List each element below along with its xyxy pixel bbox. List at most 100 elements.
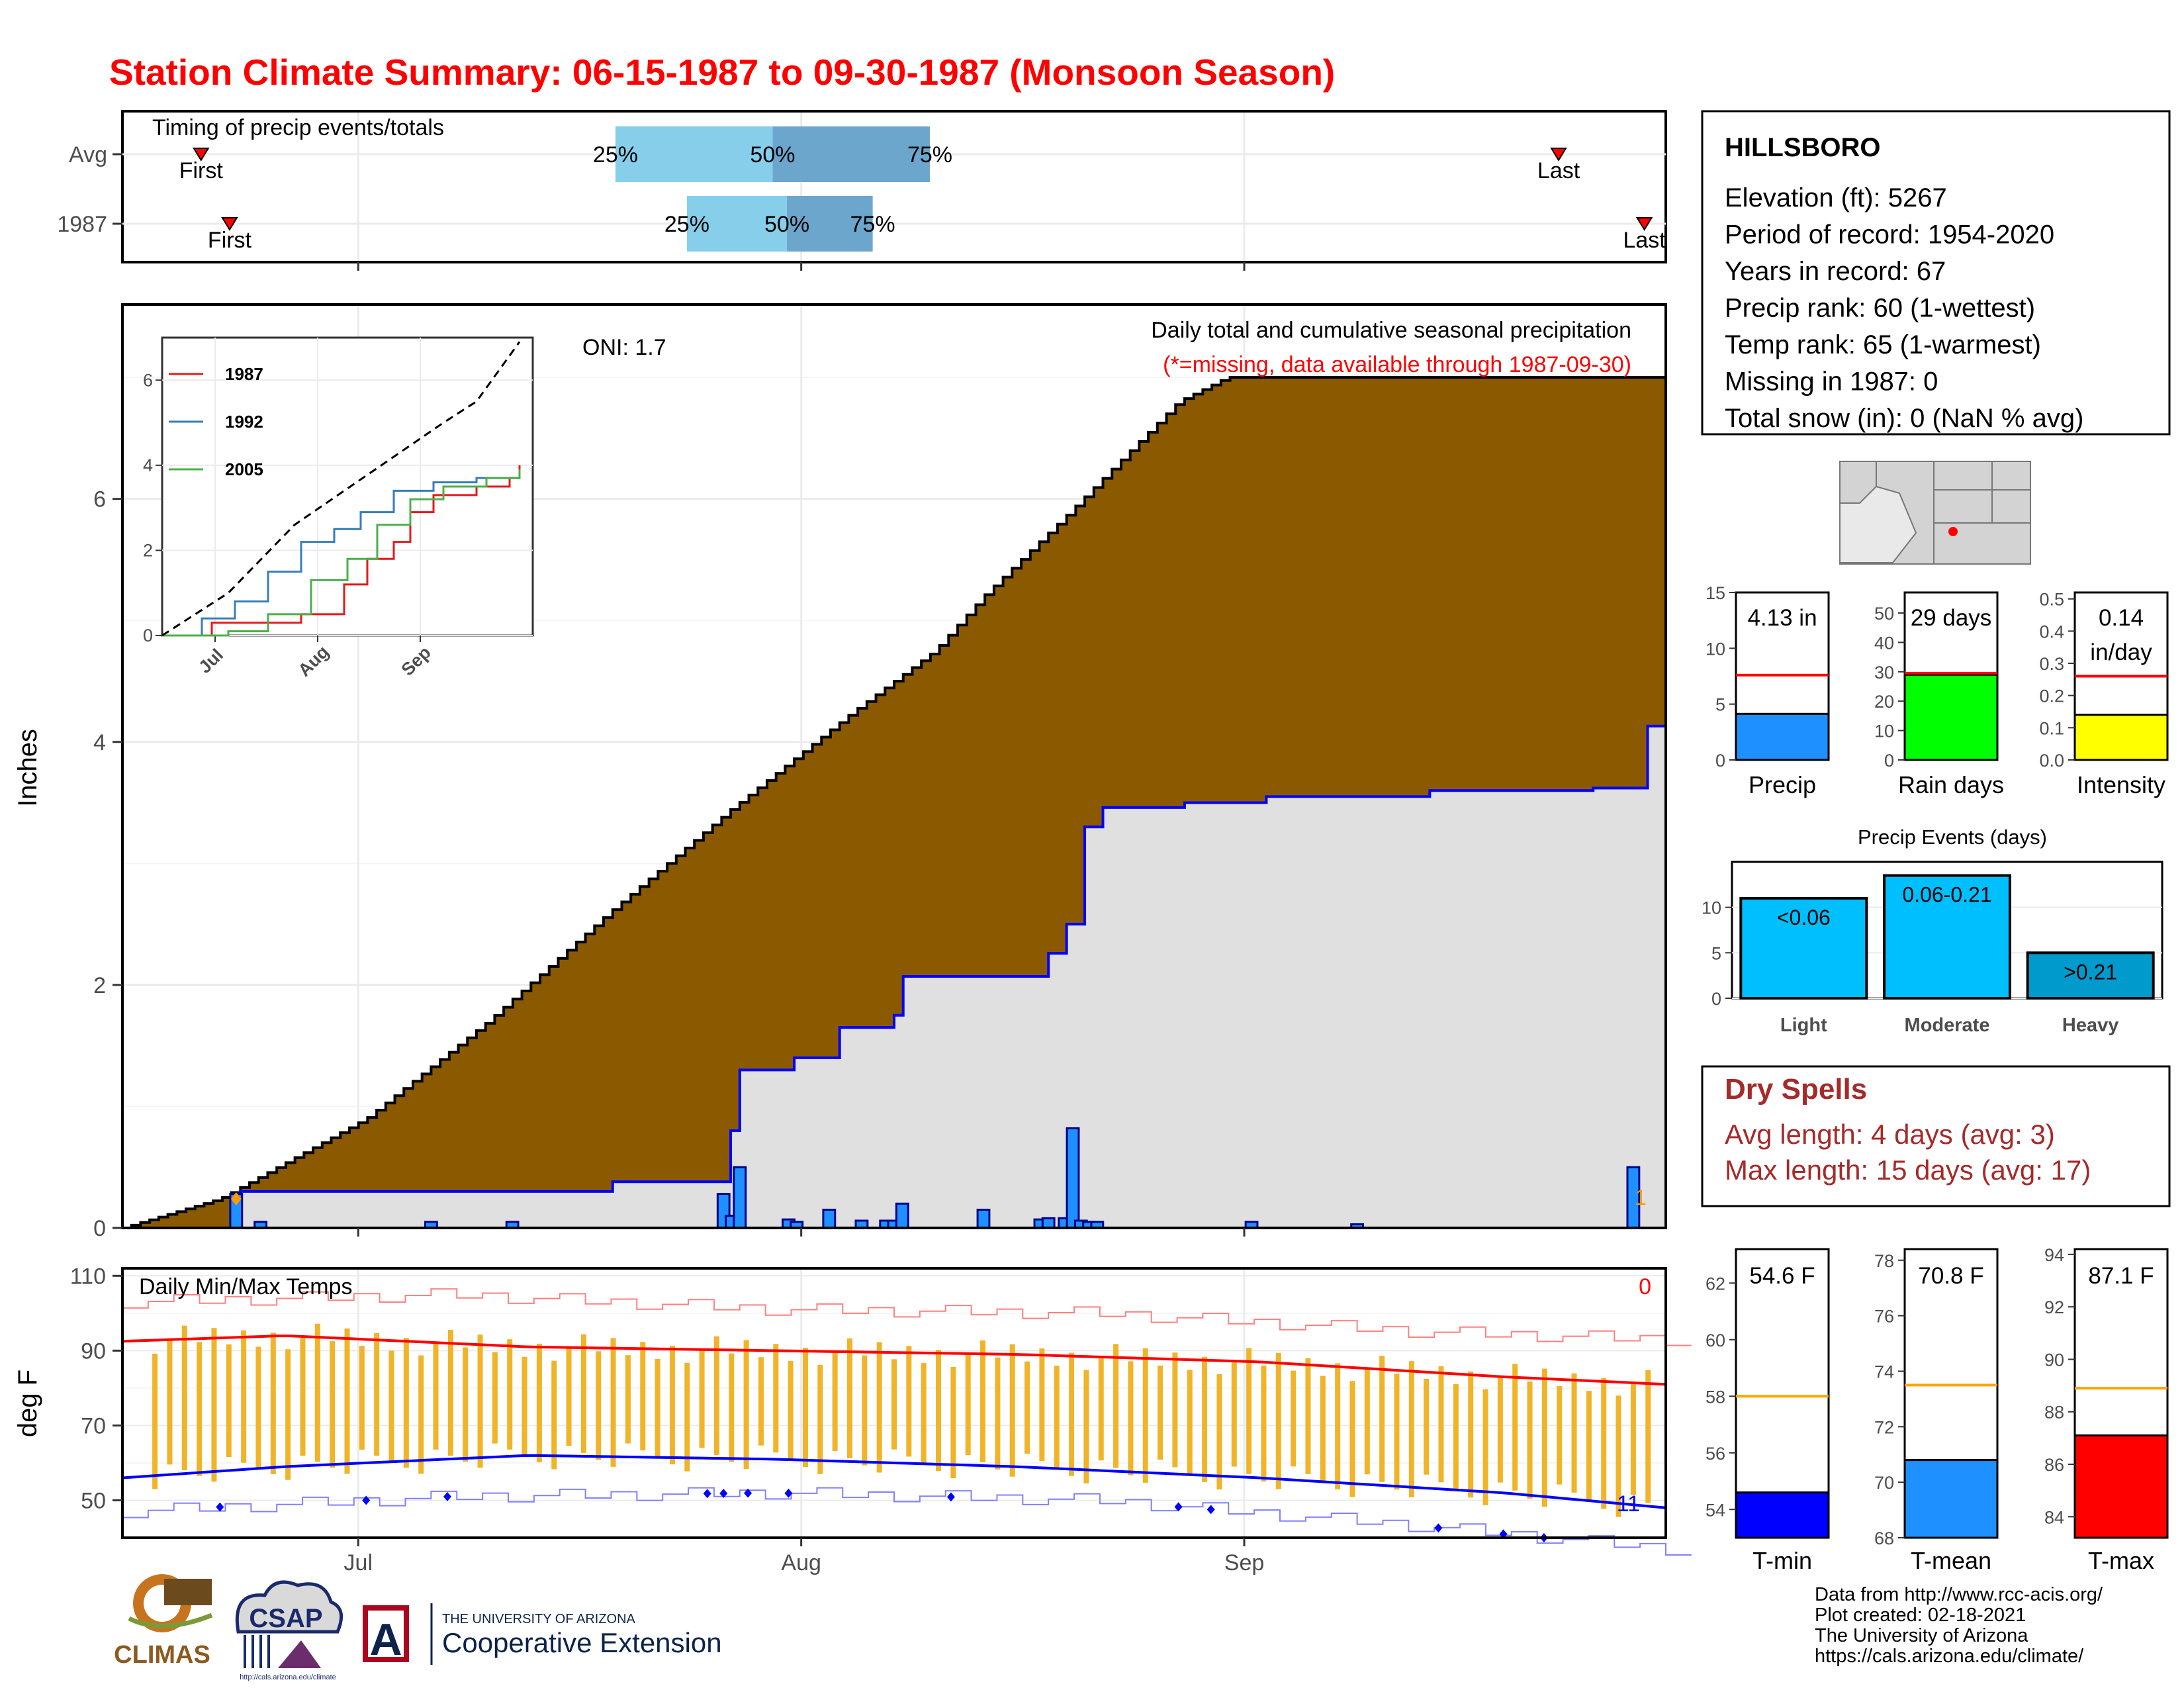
daily-temp-bar [1009,1344,1015,1477]
daily-temp-bar [921,1363,927,1464]
temp-bar-y-tick-label: 84 [2044,1507,2064,1527]
precip-events-chart: Precip Events (days) 0 5 10 <0.06 Light 0.06-0… [1702,825,2163,1036]
daily-temp-bar [743,1340,749,1469]
timing-p25-label: 25% [664,212,709,237]
record-low-marker [946,1492,955,1502]
daily-temp-bar [862,1355,868,1466]
temp-y-tick-label: 70 [81,1413,106,1438]
inset-series-line-1987 [162,465,521,637]
daily-temp-bar [596,1351,602,1460]
daily-temp-bar [344,1328,350,1474]
daily-temp-bar [1557,1386,1563,1485]
daily-temp-bar [1291,1370,1297,1467]
precip-missing-count: 1 [1635,1186,1647,1209]
temp-bar-t-min [1735,1491,1830,1539]
daily-temp-bar [226,1344,232,1458]
summary-y-tick-label: 0.2 [2039,686,2064,706]
daily-temp-bar [1039,1348,1045,1462]
summary-y-tick-label: 15 [1706,583,1725,603]
summary-y-tick-label: 0 [1715,751,1725,771]
daily-temp-bar [1379,1356,1385,1482]
daily-temp-bar [1527,1381,1533,1499]
summary-y-tick-label: 0.1 [2039,718,2064,738]
daily-temp-bar [1054,1366,1060,1469]
daily-temp-bar [1216,1374,1222,1490]
temp-y-axis-label: deg F [13,1370,42,1437]
csap-wordmark: CSAP [249,1604,322,1633]
precip-events-bar-label: >0.21 [2064,960,2117,984]
temp-bar-y-tick-label: 90 [2044,1350,2064,1370]
record-low-marker [1206,1505,1215,1515]
station-detail-line: Period of record: 1954-2020 [1725,220,2054,250]
daily-temp-bar [270,1333,276,1474]
temp-bar-y-tick-label: 94 [2044,1245,2064,1265]
summary-y-tick-label: 30 [1874,663,1894,682]
station-location-marker [1948,527,1958,536]
daily-temp-bar [1024,1361,1030,1454]
timing-first-marker [192,148,210,162]
temp-bar-y-tick-label: 72 [1874,1417,1894,1437]
csap-url: http://cals.arizona.edu/climate [240,1673,336,1681]
precip-events-title: Precip Events (days) [1858,825,2047,849]
temp-bar-y-tick-label: 62 [1706,1274,1725,1293]
record-low-marker [703,1489,711,1499]
precip-events-y-tick-label: 5 [1711,943,1721,963]
daily-temp-bar [788,1361,794,1460]
temp-bar-y-tick-label: 58 [1706,1387,1725,1407]
summary-bar-name: Intensity [2077,771,2165,798]
summary-bar-precip [1735,712,1830,761]
station-detail-line: Years in record: 67 [1725,257,1946,286]
precip-y-tick-label: 4 [93,730,106,755]
station-detail-line: Missing in 1987: 0 [1725,367,1938,397]
record-low-marker [443,1491,451,1501]
dry-spells-title: Dry Spells [1725,1073,1867,1105]
temp-bar-name: T-max [2088,1547,2154,1574]
summary-bar-value-label: 4.13 in [1747,605,1817,631]
daily-temp-bar [1571,1373,1577,1493]
daily-temp-bar [1187,1370,1193,1475]
inset-legend-label: 2005 [225,459,263,479]
daily-temp-bar [995,1357,1001,1470]
temp-bar-name: T-mean [1911,1547,1991,1574]
daily-temp-bar [876,1342,882,1473]
daily-temp-bar [1128,1361,1134,1476]
timing-panel: 25% 50% 75% First Last Avg 25% 50% 75% First Last 1… [57,110,1667,263]
ua-top-text: THE UNIVERSITY OF ARIZONA [442,1612,636,1626]
summary-y-tick-label: 0.4 [2039,622,2064,641]
daily-temp-bar [551,1360,557,1470]
daily-temp-bar [773,1344,779,1453]
daily-temp-bar [374,1333,380,1456]
timing-p25-label: 25% [593,142,638,167]
daily-temp-bar [640,1342,646,1451]
daily-temp-bar [1482,1389,1488,1505]
daily-temp-bar [832,1351,838,1451]
avg-max-temp-line [122,1335,1666,1386]
daily-temp-bar [655,1358,660,1458]
missing-marker [230,1192,242,1205]
daily-temp-bar [1158,1365,1163,1460]
inset-y-tick-label: 4 [143,455,153,475]
record-low-marker [719,1489,728,1499]
precip-events-y-tick-label: 10 [1702,898,1721,918]
csap-logo: CSAP http://cals.arizona.edu/climate [235,1580,343,1681]
year-cumulative-line [122,724,1666,1229]
daily-temp-bar [300,1336,306,1456]
temp-bar-y-tick-label: 70 [1874,1473,1894,1493]
avg-min-temp-line [122,1454,1666,1509]
precip-y-axis-label: Inches [13,729,42,807]
daily-temp-bar [1630,1382,1636,1495]
daily-temp-bar [1142,1348,1148,1483]
daily-precip-bar [1066,1127,1080,1229]
temp-bar-y-tick-label: 74 [1874,1362,1894,1382]
summary-bar-value-label: 29 days [1911,605,1992,631]
temp-bar-value-label: 54.6 F [1749,1263,1815,1289]
temp-bar-y-tick-label: 68 [1874,1528,1894,1548]
logos: CLIMAS CSAP http://cals.arizona.edu/clim… [114,1574,722,1681]
timing-row-label: Avg [69,142,107,167]
x-axis-month-label: Jul [344,1550,373,1575]
x-axis-month-label: Sep [1224,1550,1265,1575]
timing-first-label: First [179,158,224,183]
temp-panel: 50 70 90 110 deg F Daily Min/Max Temps 0 11 [13,1264,1692,1556]
record-low-marker [1434,1523,1443,1533]
